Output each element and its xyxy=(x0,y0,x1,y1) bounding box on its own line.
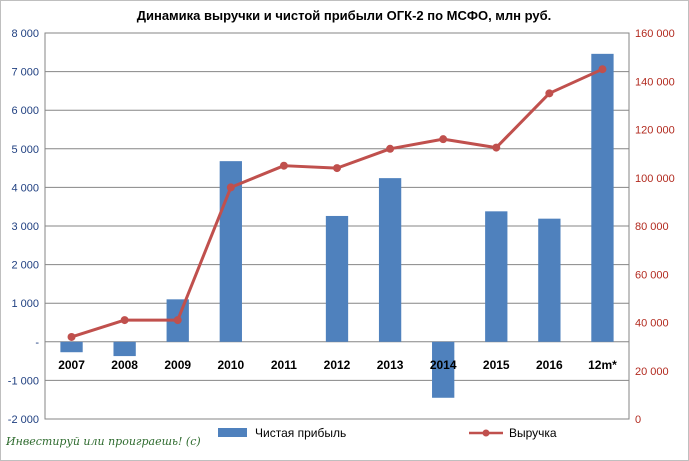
x-tick-label: 2014 xyxy=(430,358,457,372)
revenue-point xyxy=(120,316,129,325)
x-axis-labels: 2007 2008 2009 2010 2011 2012 2013 2014 2015 2016… xyxy=(58,358,617,372)
net-profit-bars xyxy=(60,53,614,398)
bar-net-profit xyxy=(591,53,614,342)
right-tick-label: 20 000 xyxy=(635,366,669,378)
bar-net-profit xyxy=(378,178,402,342)
right-tick-label: 0 xyxy=(635,414,641,426)
legend-label-revenue: Выручка xyxy=(509,426,557,440)
revenue-point xyxy=(67,332,76,341)
left-tick-label: 7 000 xyxy=(11,67,39,79)
right-tick-label: 120 000 xyxy=(635,125,675,137)
x-tick-label: 12m* xyxy=(588,358,617,372)
right-tick-label: 60 000 xyxy=(635,269,669,281)
right-tick-label: 40 000 xyxy=(635,318,669,330)
left-tick-label: -1 000 xyxy=(8,375,39,387)
bar-net-profit xyxy=(219,161,242,342)
bar-net-profit xyxy=(538,218,561,342)
right-tick-label: 100 000 xyxy=(635,173,675,185)
revenue-point xyxy=(173,316,182,325)
right-tick-label: 80 000 xyxy=(635,221,669,233)
revenue-point xyxy=(226,183,235,192)
revenue-point xyxy=(492,143,501,152)
watermark: Инвестируй или проиграешь! (c) xyxy=(5,435,201,448)
right-tick-label: 140 000 xyxy=(635,76,675,88)
x-tick-label: 2013 xyxy=(377,358,404,372)
revenue-point xyxy=(545,89,554,98)
legend: Чистая прибыль Выручка xyxy=(218,426,557,440)
chart-title: Динамика выручки и чистой прибыли ОГК-2 … xyxy=(137,8,552,23)
left-tick-label: 3 000 xyxy=(11,221,39,233)
left-tick-label: 5 000 xyxy=(11,144,39,156)
legend-marker-revenue xyxy=(482,429,490,437)
x-tick-label: 2011 xyxy=(271,358,297,372)
bar-net-profit xyxy=(60,341,83,353)
left-tick-label: 4 000 xyxy=(11,182,39,194)
revenue-point xyxy=(333,164,341,173)
legend-swatch-net-profit xyxy=(218,428,247,437)
left-tick-label: 6 000 xyxy=(11,105,39,117)
left-tick-label: 2 000 xyxy=(11,260,39,272)
x-tick-label: 2008 xyxy=(111,358,138,372)
revenue-point xyxy=(439,135,448,144)
bar-net-profit xyxy=(432,341,455,398)
x-tick-label: 2010 xyxy=(217,358,244,372)
x-tick-label: 2007 xyxy=(58,358,85,372)
right-axis: 0 20 000 40 000 60 000 80 000 100 000 120 000 1… xyxy=(635,28,675,426)
legend-label-net-profit: Чистая прибыль xyxy=(255,426,346,440)
revenue-line xyxy=(67,65,607,341)
x-tick-label: 2016 xyxy=(536,358,563,372)
left-tick-label: 1 000 xyxy=(11,298,39,310)
x-tick-label: 2009 xyxy=(164,358,191,372)
right-tick-label: 160 000 xyxy=(635,28,675,40)
bar-net-profit xyxy=(325,215,349,342)
left-tick-label: - xyxy=(35,337,39,349)
left-tick-label: -2 000 xyxy=(8,414,39,426)
revenue-point xyxy=(598,65,607,74)
bar-net-profit xyxy=(113,341,136,357)
left-tick-label: 8 000 xyxy=(11,28,39,40)
plot-area xyxy=(44,32,630,420)
revenue-point xyxy=(279,161,288,170)
bar-net-profit xyxy=(485,211,508,342)
x-tick-label: 2015 xyxy=(483,358,510,372)
revenue-point xyxy=(386,144,395,153)
x-tick-label: 2012 xyxy=(324,358,351,372)
